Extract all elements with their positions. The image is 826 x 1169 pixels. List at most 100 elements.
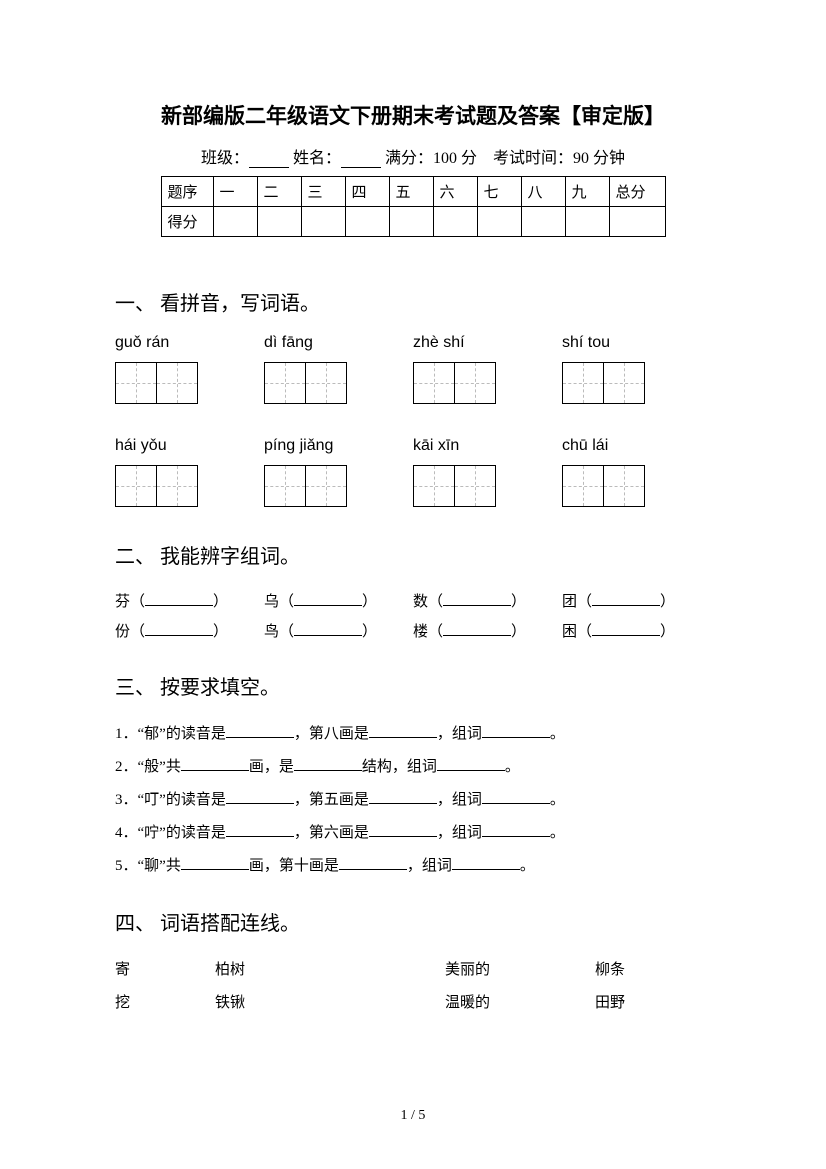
q4-right-a: 温暖的 xyxy=(445,987,595,1020)
tianzi-box[interactable] xyxy=(562,465,604,507)
pinyin: chū lái xyxy=(562,437,711,455)
q3-line: 1．“郁”的读音是，第八画是，组词。 xyxy=(115,718,711,751)
pinyin: kāi xīn xyxy=(413,437,562,455)
q4-right-b: 田野 xyxy=(595,987,695,1020)
q3-text: ，第五画是 xyxy=(294,792,369,808)
td-blank[interactable] xyxy=(565,207,609,237)
tianzi-box[interactable] xyxy=(264,362,306,404)
blank[interactable] xyxy=(437,757,505,771)
th-5: 五 xyxy=(389,177,433,207)
pinyin: shí tou xyxy=(562,334,711,352)
q2-char: 楼（ xyxy=(413,624,443,640)
tianzi-box[interactable] xyxy=(603,465,645,507)
q2-char: 芬（ xyxy=(115,594,145,610)
q3-text: 。 xyxy=(550,792,565,808)
q2-char: 乌（ xyxy=(264,594,294,610)
paren: ） xyxy=(660,624,675,640)
blank[interactable] xyxy=(369,823,437,837)
q3-text: “聊”共 xyxy=(138,858,181,874)
blank[interactable] xyxy=(592,592,660,606)
q4-left-b: 铁锹 xyxy=(215,987,445,1020)
full-score: 满分：100 分 xyxy=(385,150,477,167)
q3-text: ，组词 xyxy=(407,858,452,874)
q3-text: 画，是 xyxy=(249,759,294,775)
blank[interactable] xyxy=(181,757,249,771)
tianzi-box[interactable] xyxy=(413,362,455,404)
blank[interactable] xyxy=(339,856,407,870)
tianzi-box[interactable] xyxy=(562,362,604,404)
blank[interactable] xyxy=(226,724,294,738)
td-label: 得分 xyxy=(161,207,213,237)
paren: ） xyxy=(362,594,377,610)
q3-line: 4．“咛”的读音是，第六画是，组词。 xyxy=(115,817,711,850)
tianzi-box[interactable] xyxy=(305,465,347,507)
q3-text: ，组词 xyxy=(437,825,482,841)
q3-text: 。 xyxy=(505,759,520,775)
q4-right-b: 柳条 xyxy=(595,954,695,987)
th-7: 七 xyxy=(477,177,521,207)
blank[interactable] xyxy=(452,856,520,870)
th-2: 二 xyxy=(257,177,301,207)
td-blank[interactable] xyxy=(477,207,521,237)
q4-heading: 四、 词语搭配连线。 xyxy=(115,907,711,936)
th-1: 一 xyxy=(213,177,257,207)
blank[interactable] xyxy=(443,592,511,606)
blank[interactable] xyxy=(482,790,550,804)
q4-left-a: 寄 xyxy=(115,954,215,987)
blank[interactable] xyxy=(369,790,437,804)
tianzi-box[interactable] xyxy=(413,465,455,507)
td-blank[interactable] xyxy=(609,207,665,237)
td-blank[interactable] xyxy=(257,207,301,237)
q3-text: “郁”的读音是 xyxy=(138,726,226,742)
paren: ） xyxy=(660,594,675,610)
pinyin-row: hái yǒu píng jiǎng kāi xīn chū lái xyxy=(115,437,711,455)
tianzi-box[interactable] xyxy=(156,362,198,404)
q1-heading: 一、 看拼音，写词语。 xyxy=(115,287,711,316)
th-3: 三 xyxy=(301,177,345,207)
td-blank[interactable] xyxy=(345,207,389,237)
pinyin: guǒ rán xyxy=(115,334,264,352)
blank[interactable] xyxy=(294,592,362,606)
blank[interactable] xyxy=(592,622,660,636)
q4-left-b: 柏树 xyxy=(215,954,445,987)
q3-text: “叮”的读音是 xyxy=(138,792,226,808)
blank[interactable] xyxy=(226,823,294,837)
td-blank[interactable] xyxy=(301,207,345,237)
blank[interactable] xyxy=(482,724,550,738)
q2-char: 数（ xyxy=(413,594,443,610)
blank[interactable] xyxy=(226,790,294,804)
tianzi-box[interactable] xyxy=(454,465,496,507)
q3-line: 3．“叮”的读音是，第五画是，组词。 xyxy=(115,784,711,817)
tianzi-box[interactable] xyxy=(156,465,198,507)
td-blank[interactable] xyxy=(213,207,257,237)
blank[interactable] xyxy=(145,592,213,606)
tianzi-box[interactable] xyxy=(115,362,157,404)
blank[interactable] xyxy=(145,622,213,636)
tianzi-box[interactable] xyxy=(454,362,496,404)
q3-text: 。 xyxy=(550,825,565,841)
td-blank[interactable] xyxy=(433,207,477,237)
tianzi-box[interactable] xyxy=(115,465,157,507)
blank[interactable] xyxy=(294,757,362,771)
td-blank[interactable] xyxy=(521,207,565,237)
table-row: 得分 xyxy=(161,207,665,237)
tianzi-box[interactable] xyxy=(305,362,347,404)
blank[interactable] xyxy=(443,622,511,636)
q4-row: 挖 铁锹 温暖的 田野 xyxy=(115,987,711,1020)
blank[interactable] xyxy=(369,724,437,738)
q4-right-a: 美丽的 xyxy=(445,954,595,987)
tianzi-box[interactable] xyxy=(264,465,306,507)
q2-heading: 二、 我能辨字组词。 xyxy=(115,540,711,569)
tianzi-box[interactable] xyxy=(603,362,645,404)
blank[interactable] xyxy=(482,823,550,837)
th-4: 四 xyxy=(345,177,389,207)
th-6: 六 xyxy=(433,177,477,207)
class-blank[interactable] xyxy=(249,152,289,168)
q4-row: 寄 柏树 美丽的 柳条 xyxy=(115,954,711,987)
q3-text: “咛”的读音是 xyxy=(138,825,226,841)
name-blank[interactable] xyxy=(341,152,381,168)
blank[interactable] xyxy=(181,856,249,870)
paren: ） xyxy=(213,594,228,610)
td-blank[interactable] xyxy=(389,207,433,237)
blank[interactable] xyxy=(294,622,362,636)
